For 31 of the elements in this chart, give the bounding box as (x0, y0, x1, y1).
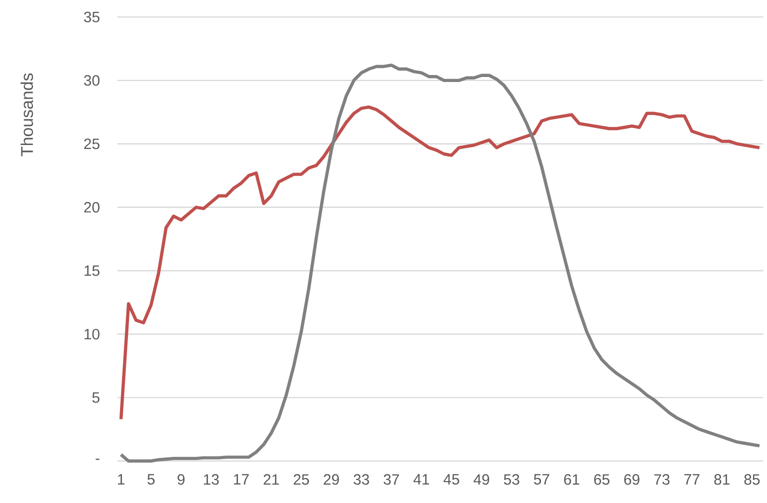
y-tick-label: 35 (84, 12, 100, 22)
x-tick-label: 1 (118, 474, 124, 484)
x-tick-label: 61 (564, 474, 580, 485)
y-tick-label: 5 (92, 392, 100, 403)
x-tick-label: 65 (594, 474, 610, 485)
x-tick-label: 73 (654, 474, 670, 485)
y-tick-label: 25 (84, 138, 100, 150)
y-tick-label: 20 (84, 202, 100, 213)
x-tick-label: 77 (684, 474, 700, 484)
x-tick-label: 17 (234, 474, 249, 484)
x-tick-label: 69 (624, 474, 640, 485)
x-tick-label: 25 (294, 474, 309, 485)
x-tick-label: 21 (264, 474, 279, 485)
x-tick-label: 33 (354, 474, 370, 485)
x-tick-label: 37 (384, 474, 399, 485)
x-tick-label: 53 (504, 474, 520, 485)
y-tick-label: 15 (84, 266, 100, 276)
y-tick-label: 30 (84, 75, 100, 86)
y-axis-title: Thousands (20, 73, 34, 156)
x-tick-label: 5 (147, 474, 155, 485)
x-tick-label: 13 (204, 474, 219, 485)
x-tick-label: 45 (444, 474, 460, 485)
x-tick-label: 85 (744, 474, 760, 485)
x-tick-label: 49 (474, 474, 490, 485)
x-tick-label: 41 (414, 474, 430, 484)
x-tick-label: 81 (714, 474, 730, 485)
x-tick-label: 29 (324, 474, 339, 485)
y-tick-label: 10 (84, 328, 100, 340)
y-tick-label: - (96, 458, 100, 460)
x-tick-label: 9 (178, 474, 185, 485)
x-tick-label: 57 (534, 474, 550, 485)
